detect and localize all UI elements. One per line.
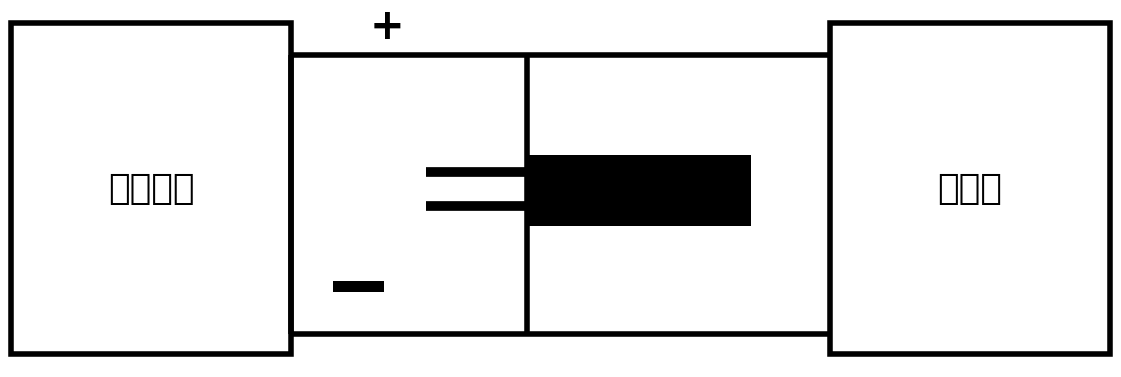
Bar bbox=[527, 155, 751, 227]
Text: 示波器: 示波器 bbox=[937, 172, 1002, 206]
Bar bbox=[11, 23, 291, 354]
Text: 数字源表: 数字源表 bbox=[108, 172, 195, 206]
Bar bbox=[830, 23, 1110, 354]
Bar bbox=[334, 281, 383, 292]
Text: +: + bbox=[370, 6, 404, 48]
